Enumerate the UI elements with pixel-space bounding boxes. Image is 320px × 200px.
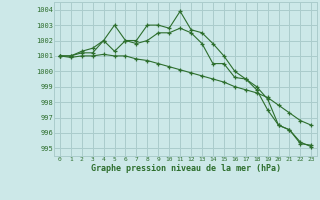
X-axis label: Graphe pression niveau de la mer (hPa): Graphe pression niveau de la mer (hPa) [91,164,281,173]
